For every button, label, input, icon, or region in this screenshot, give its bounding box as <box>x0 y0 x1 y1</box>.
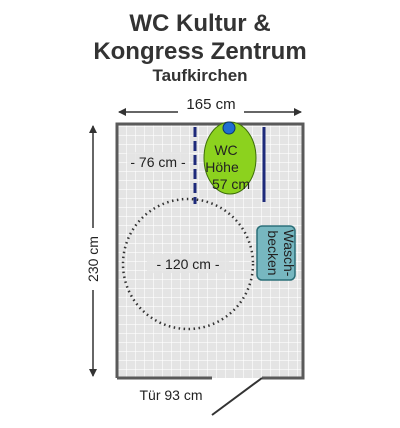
sink-label-2: becken <box>265 230 281 275</box>
wc-side-distance: - 76 cm - <box>130 154 186 170</box>
door-label: Tür 93 cm <box>139 387 202 403</box>
height-label: 230 cm <box>85 236 101 282</box>
wc-label-3: 57 cm <box>212 176 250 192</box>
sink-label-1: Wasch- <box>281 230 297 277</box>
turning-circle-label-bg <box>147 254 229 273</box>
subtitle: Taufkirchen <box>152 66 248 85</box>
turning-circle-label: - 120 cm - <box>156 256 219 272</box>
title-line-1: WC Kultur & <box>129 10 271 37</box>
sink <box>256 225 296 281</box>
door-swing <box>211 377 263 416</box>
title-line-2: Kongress Zentrum <box>93 38 307 65</box>
turning-circle <box>121 197 255 331</box>
height-label-bg <box>79 228 99 290</box>
flush-button <box>222 121 236 135</box>
wc-label-1: WC <box>214 142 237 158</box>
width-label-bg <box>178 95 244 115</box>
wc-label-2: Höhe <box>205 159 239 175</box>
walls <box>115 122 305 380</box>
wc-distance-bg <box>127 152 189 171</box>
width-label: 165 cm <box>186 96 235 113</box>
